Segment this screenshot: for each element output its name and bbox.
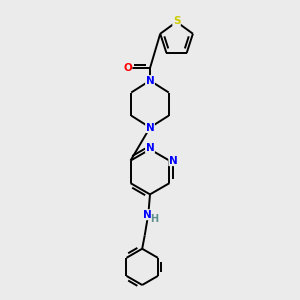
Text: H: H xyxy=(150,214,158,224)
Text: N: N xyxy=(146,76,154,85)
Text: N: N xyxy=(146,122,154,133)
Text: S: S xyxy=(173,16,180,26)
Text: N: N xyxy=(169,156,178,166)
Text: N: N xyxy=(142,210,151,220)
Text: N: N xyxy=(146,143,154,153)
Text: O: O xyxy=(123,63,132,73)
